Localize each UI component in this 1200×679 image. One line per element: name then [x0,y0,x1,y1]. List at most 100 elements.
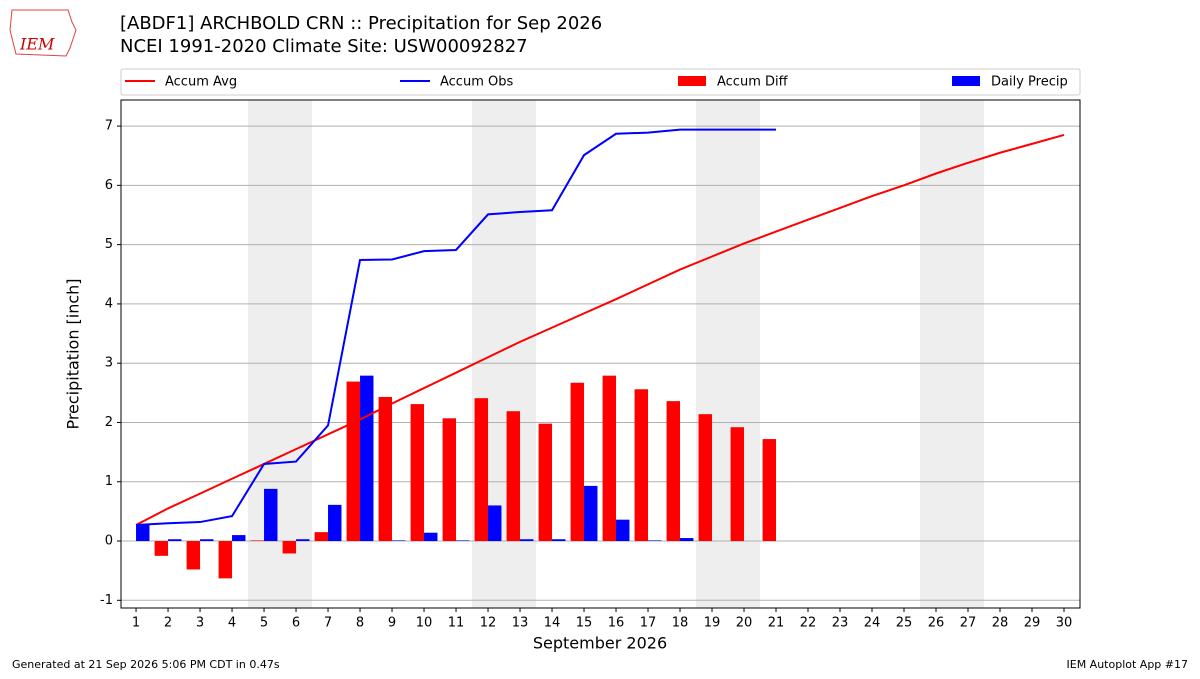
y-tick-label: 4 [105,296,113,311]
legend-label: Accum Avg [165,75,237,90]
bar [474,398,489,542]
plot-frame [120,99,1081,609]
footer-right: IEM Autoplot App #17 [1067,658,1189,671]
bar [168,539,182,542]
chart-subtitle: NCEI 1991-2020 Climate Site: USW00092827 [120,36,528,57]
logo-text: IEM [19,35,55,54]
x-tick-label: 8 [356,616,364,631]
bar [314,532,329,542]
legend-label: Accum Obs [440,75,513,90]
x-tick-label: 23 [832,616,849,631]
bar [424,532,438,542]
bar [154,541,169,556]
x-tick-label: 17 [640,616,657,631]
bar [264,488,278,542]
y-tick-label: 3 [105,356,113,371]
x-tick-label: 25 [896,616,913,631]
bar [456,540,470,542]
bar [634,389,649,542]
x-tick-label: 30 [1056,616,1073,631]
bar [378,396,393,542]
bar [730,427,745,542]
y-tick-label: 5 [105,237,113,252]
x-tick-label: 24 [864,616,881,631]
y-tick-label: 6 [105,178,113,193]
x-tick-label: 21 [768,616,785,631]
x-tick-label: 7 [324,616,332,631]
bar [296,539,310,542]
x-tick-label: 16 [608,616,625,631]
bar [136,525,150,542]
footer-left: Generated at 21 Sep 2026 5:06 PM CDT in … [12,658,280,671]
legend-box [120,68,1081,96]
bar [282,541,297,554]
bar [488,505,502,542]
x-tick-label: 4 [228,616,236,631]
bar [186,541,201,570]
bar [570,382,585,542]
bar [232,535,246,542]
bar [680,538,694,542]
bar [200,539,214,542]
x-tick-label: 14 [544,616,561,631]
bar [328,504,342,542]
legend-label: Accum Diff [717,75,789,90]
bar [666,401,681,542]
legend-patch [678,76,706,86]
bar [410,404,425,542]
x-tick-label: 9 [388,616,396,631]
bar [552,539,566,542]
x-tick-label: 20 [736,616,753,631]
y-tick-label: 2 [105,415,113,430]
x-tick-label: 28 [992,616,1009,631]
y-tick-label: 1 [105,474,113,489]
weekend-shade [248,100,313,608]
chart-title: [ABDF1] ARCHBOLD CRN :: Precipitation fo… [120,13,602,34]
bar [762,439,777,542]
logo-outline [9,9,77,57]
x-tick-label: 11 [448,616,465,631]
x-tick-label: 27 [960,616,977,631]
bar [218,541,233,579]
x-tick-label: 1 [132,616,140,631]
x-axis-label: September 2026 [533,634,667,653]
x-tick-label: 15 [576,616,593,631]
x-tick-label: 6 [292,616,300,631]
line [135,128,777,527]
bar [616,519,630,542]
bar [602,375,617,542]
x-tick-label: 29 [1024,616,1041,631]
bar [648,540,662,542]
bar [584,485,598,542]
bar [520,539,534,542]
bar [392,540,406,542]
line [135,134,1065,526]
x-tick-label: 26 [928,616,945,631]
legend-patch [952,76,980,86]
weekend-shade [920,100,985,608]
bar [442,418,457,542]
bar [698,414,713,542]
y-tick-label: 7 [105,119,113,134]
y-tick-label: 0 [105,534,113,549]
x-tick-label: 3 [196,616,204,631]
x-tick-label: 18 [672,616,689,631]
y-tick-label: -1 [100,593,113,608]
x-tick-label: 13 [512,616,529,631]
logo: IEM [9,9,77,57]
x-tick-label: 5 [260,616,268,631]
legend-label: Daily Precip [991,75,1068,90]
bar [250,540,265,542]
x-tick-label: 19 [704,616,721,631]
bar [360,375,374,542]
x-tick-label: 2 [164,616,172,631]
y-axis-label: Precipitation [inch] [64,278,83,429]
x-tick-label: 12 [480,616,497,631]
x-tick-label: 22 [800,616,817,631]
bar [506,411,521,542]
bar [538,423,553,542]
bar [346,381,361,542]
x-tick-label: 10 [416,616,433,631]
